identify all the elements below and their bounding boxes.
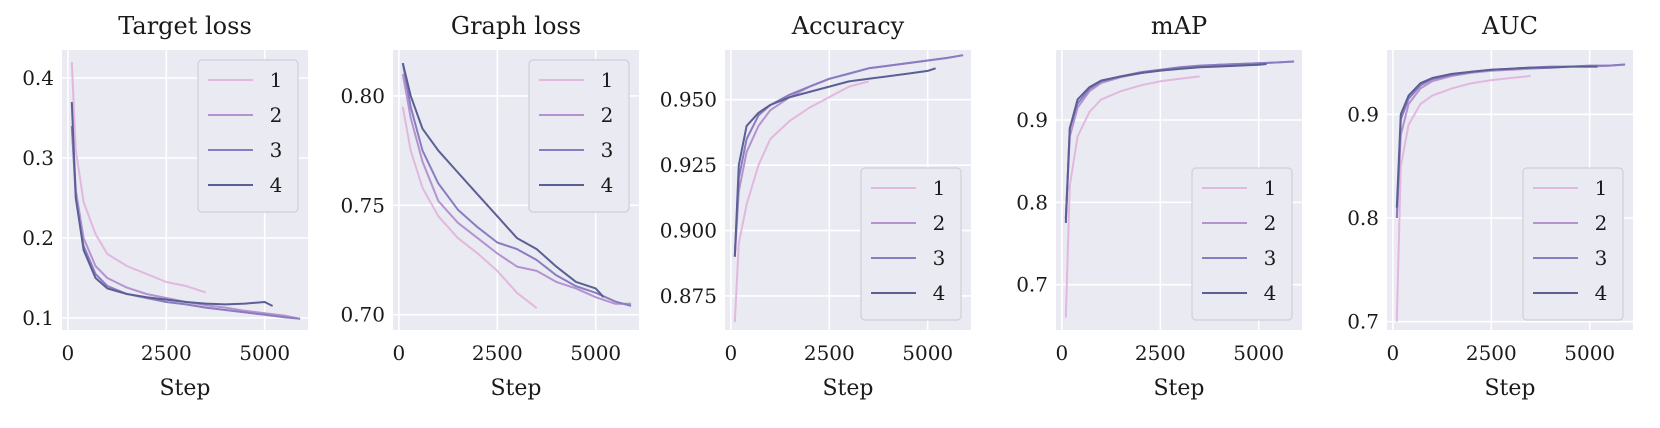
legend-box <box>860 167 962 321</box>
y-tick-label: 0.9 <box>1016 108 1048 132</box>
x-tick-label: 5000 <box>570 341 621 365</box>
legend-label: 2 <box>270 103 283 127</box>
y-tick-label: 0.7 <box>1347 310 1379 334</box>
legend-label: 3 <box>601 138 614 162</box>
x-tick-label: 0 <box>1056 341 1069 365</box>
y-tick-label: 0.2 <box>22 226 54 250</box>
x-tick-label: 2500 <box>804 341 855 365</box>
series-line-4 <box>1395 65 1598 208</box>
legend-box <box>1191 167 1293 321</box>
y-tick-label: 0.8 <box>1347 206 1379 230</box>
x-tick-label: 5000 <box>1564 341 1615 365</box>
subplot-4: 0 2500 5000 0.7 0.8 0.9 mAP Step 1 2 3 4 <box>1016 12 1302 401</box>
legend-label: 2 <box>1595 211 1608 235</box>
y-tick-label: 0.80 <box>340 84 385 108</box>
legend-label: 4 <box>1595 281 1608 305</box>
y-tick-label: 0.8 <box>1016 190 1048 214</box>
chart-title: Target loss <box>118 12 252 40</box>
legend-box <box>197 59 299 213</box>
legend-box <box>528 59 630 213</box>
y-tick-label: 0.9 <box>1347 102 1379 126</box>
legend-label: 4 <box>1264 281 1277 305</box>
legend: 1 2 3 4 <box>1522 167 1624 321</box>
legend-label: 3 <box>1264 246 1277 270</box>
y-tick-label: 0.75 <box>340 193 385 217</box>
x-tick-label: 0 <box>393 341 406 365</box>
series-line-1 <box>1395 74 1531 322</box>
y-tick-label: 0.7 <box>1016 273 1048 297</box>
x-axis-label: Step <box>1484 376 1535 401</box>
x-tick-label: 0 <box>725 341 738 365</box>
legend-label: 4 <box>933 281 946 305</box>
x-tick-label: 0 <box>62 341 75 365</box>
series-line-3 <box>733 54 964 257</box>
x-axis-label: Step <box>490 376 541 401</box>
legend-label: 4 <box>601 173 614 197</box>
y-tick-label: 0.925 <box>660 153 717 177</box>
legend-label: 2 <box>601 103 614 127</box>
series-line-1 <box>401 106 538 309</box>
legend-label: 4 <box>270 173 283 197</box>
legend-label: 1 <box>270 68 283 92</box>
y-tick-label: 0.875 <box>660 284 717 308</box>
x-tick-label: 5000 <box>239 341 290 365</box>
x-tick-label: 0 <box>1387 341 1400 365</box>
chart-title: AUC <box>1481 12 1538 40</box>
y-tick-label: 0.3 <box>22 146 54 170</box>
chart-title: Accuracy <box>791 12 905 40</box>
x-tick-label: 2500 <box>472 341 523 365</box>
series-line-1 <box>70 61 207 294</box>
legend-label: 2 <box>1264 211 1277 235</box>
y-tick-label: 0.1 <box>22 306 54 330</box>
y-tick-label: 0.950 <box>660 88 717 112</box>
series-line-1 <box>733 80 869 323</box>
x-axis-label: Step <box>822 376 873 401</box>
legend: 1 2 3 4 <box>528 59 630 213</box>
y-tick-label: 0.70 <box>340 303 385 327</box>
x-axis-label: Step <box>159 376 210 401</box>
legend-label: 1 <box>601 68 614 92</box>
legend: 1 2 3 4 <box>197 59 299 213</box>
legend-label: 3 <box>933 246 946 270</box>
legend-box <box>1522 167 1624 321</box>
series-line-3 <box>70 125 301 320</box>
chart-title: mAP <box>1151 12 1207 40</box>
series-line-4 <box>733 67 936 257</box>
series-line-2 <box>70 125 301 320</box>
series-line-4 <box>70 101 274 307</box>
series-line-4 <box>401 62 605 298</box>
legend-label: 1 <box>933 176 946 200</box>
legend: 1 2 3 4 <box>860 167 962 321</box>
subplot-1: 0 2500 5000 0.1 0.2 0.3 0.4 Target loss Step 1 2 3 4 <box>22 12 308 401</box>
series-line-2 <box>401 73 632 305</box>
y-tick-label: 0.4 <box>22 66 54 90</box>
legend: 1 2 3 4 <box>1191 167 1293 321</box>
x-tick-label: 2500 <box>1135 341 1186 365</box>
legend-label: 1 <box>1595 176 1608 200</box>
subplot-5: 0 2500 5000 0.7 0.8 0.9 AUC Step 1 2 3 4 <box>1347 12 1633 401</box>
legend-label: 2 <box>933 211 946 235</box>
y-tick-label: 0.900 <box>660 219 717 243</box>
x-axis-label: Step <box>1153 376 1204 401</box>
x-tick-label: 2500 <box>1466 341 1517 365</box>
x-tick-label: 2500 <box>141 341 192 365</box>
legend-label: 3 <box>1595 246 1608 270</box>
subplot-2: 0 2500 5000 0.70 0.75 0.80 Graph loss Step 1 2 3 4 <box>340 12 639 401</box>
x-tick-label: 5000 <box>1233 341 1284 365</box>
subplot-3: 0 2500 5000 0.875 0.900 0.925 0.950 Accuracy Ste… <box>660 12 971 401</box>
legend-label: 3 <box>270 138 283 162</box>
series-line-1 <box>1064 75 1200 318</box>
series-line-4 <box>1064 63 1267 223</box>
series-line-3 <box>401 62 632 307</box>
legend-label: 1 <box>1264 176 1277 200</box>
chart-title: Graph loss <box>451 12 581 40</box>
x-tick-label: 5000 <box>902 341 953 365</box>
